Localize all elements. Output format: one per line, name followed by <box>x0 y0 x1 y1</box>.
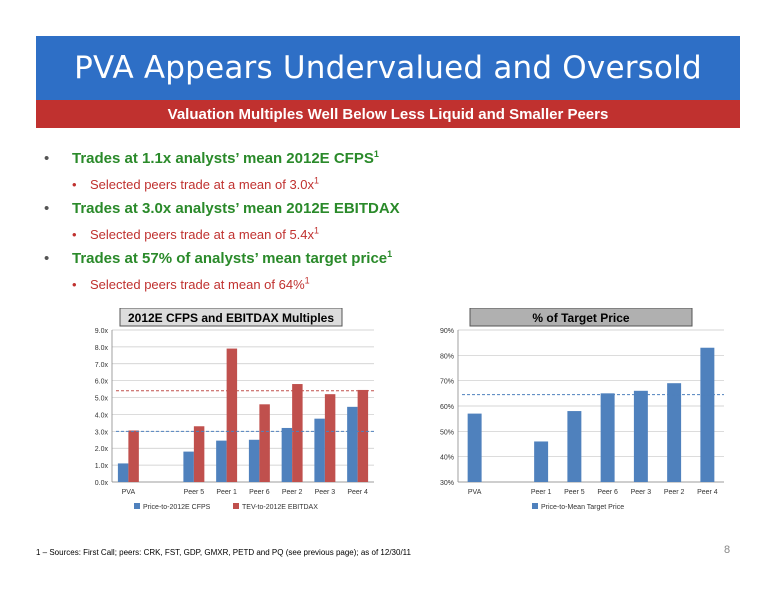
bar <box>216 440 227 482</box>
x-tick-label: Peer 4 <box>347 489 368 496</box>
x-tick-label: PVA <box>122 489 136 496</box>
page-subtitle: Valuation Multiples Well Below Less Liqu… <box>167 105 609 123</box>
bar <box>324 394 336 482</box>
y-tick-label: 6.0x <box>95 379 109 386</box>
subtitle-bar: Valuation Multiples Well Below Less Liqu… <box>36 100 740 128</box>
y-tick-label: 90% <box>440 328 454 335</box>
footnote: 1 – Sources: First Call; peers: CRK, FST… <box>36 548 411 557</box>
y-tick-label: 30% <box>440 480 454 487</box>
y-tick-label: 2.0x <box>95 446 109 453</box>
title-bar: PVA Appears Undervalued and Oversold <box>36 36 740 100</box>
y-tick-label: 9.0x <box>95 328 109 335</box>
bar <box>633 390 648 482</box>
x-tick-label: Peer 2 <box>664 489 685 496</box>
legend-swatch <box>134 503 140 509</box>
bullet-item: Trades at 3.0x analysts’ mean 2012E EBIT… <box>44 198 724 224</box>
sub-bullet-item: Selected peers trade at a mean of 3.0x1 <box>44 174 724 198</box>
legend-swatch <box>532 503 538 509</box>
bar <box>248 439 260 482</box>
bar <box>467 413 482 482</box>
y-tick-label: 3.0x <box>95 429 109 436</box>
page-title: PVA Appears Undervalued and Oversold <box>74 50 702 86</box>
y-tick-label: 8.0x <box>95 345 109 352</box>
bar <box>226 348 238 482</box>
bar <box>700 347 715 482</box>
multiples-chart: 2012E CFPS and EBITDAX Multiples 0.0x 1.0x… <box>95 308 374 511</box>
chart-title-box <box>469 308 693 327</box>
y-tick-label: 0.0x <box>95 480 109 487</box>
bar <box>117 463 129 482</box>
bar <box>600 393 615 482</box>
x-tick-label: Peer 4 <box>697 489 718 496</box>
x-tick-label: Peer 5 <box>184 489 205 496</box>
bar <box>314 418 325 482</box>
bar <box>357 389 369 482</box>
x-tick-label: Peer 3 <box>631 489 652 496</box>
y-tick-label: 4.0x <box>95 412 109 419</box>
bullet-list: Trades at 1.1x analysts’ mean 2012E CFPS… <box>44 148 724 298</box>
page-number: 8 <box>724 544 731 556</box>
y-tick-label: 7.0x <box>95 362 109 369</box>
bar <box>567 411 582 482</box>
y-tick-label: 80% <box>440 353 454 360</box>
bullet-item: Trades at 1.1x analysts’ mean 2012E CFPS… <box>44 148 724 174</box>
legend-label: Price-to-Mean Target Price <box>541 504 624 511</box>
sub-bullet-item: Selected peers trade at mean of 64%1 <box>44 274 724 298</box>
x-tick-label: Peer 6 <box>249 489 270 496</box>
x-tick-label: Peer 3 <box>315 489 336 496</box>
chart-title-box <box>119 308 343 327</box>
x-tick-label: Peer 1 <box>531 489 552 496</box>
y-tick-label: 5.0x <box>95 396 109 403</box>
y-tick-label: 1.0x <box>95 463 109 470</box>
sub-bullet-item: Selected peers trade at a mean of 5.4x1 <box>44 224 724 248</box>
bar <box>292 384 303 482</box>
chart-title: % of Target Price <box>532 311 629 325</box>
y-tick-label: 60% <box>440 404 454 411</box>
bar <box>128 430 139 482</box>
chart-title: 2012E CFPS and EBITDAX Multiples <box>128 311 334 325</box>
legend-label: Price-to-2012E CFPS <box>143 504 211 511</box>
bar <box>281 427 293 482</box>
bar <box>193 426 205 482</box>
x-tick-label: Peer 6 <box>597 489 618 496</box>
x-tick-label: Peer 1 <box>216 489 237 496</box>
y-tick-label: 50% <box>440 429 454 436</box>
x-tick-label: Peer 5 <box>564 489 585 496</box>
bar <box>183 451 194 482</box>
target-price-chart: % of Target Price 30% 40% 50% 60% 70% 80% 90% PV… <box>440 308 724 511</box>
legend-swatch <box>233 503 239 509</box>
bar <box>667 383 682 482</box>
x-tick-label: PVA <box>468 489 482 496</box>
bar <box>347 406 358 482</box>
y-tick-label: 70% <box>440 379 454 386</box>
bullet-item: Trades at 57% of analysts’ mean target p… <box>44 248 724 274</box>
bar <box>259 404 270 482</box>
legend-label: TEV-to-2012E EBITDAX <box>242 504 318 511</box>
y-tick-label: 40% <box>440 455 454 462</box>
x-tick-label: Peer 2 <box>282 489 303 496</box>
bar <box>534 441 549 482</box>
